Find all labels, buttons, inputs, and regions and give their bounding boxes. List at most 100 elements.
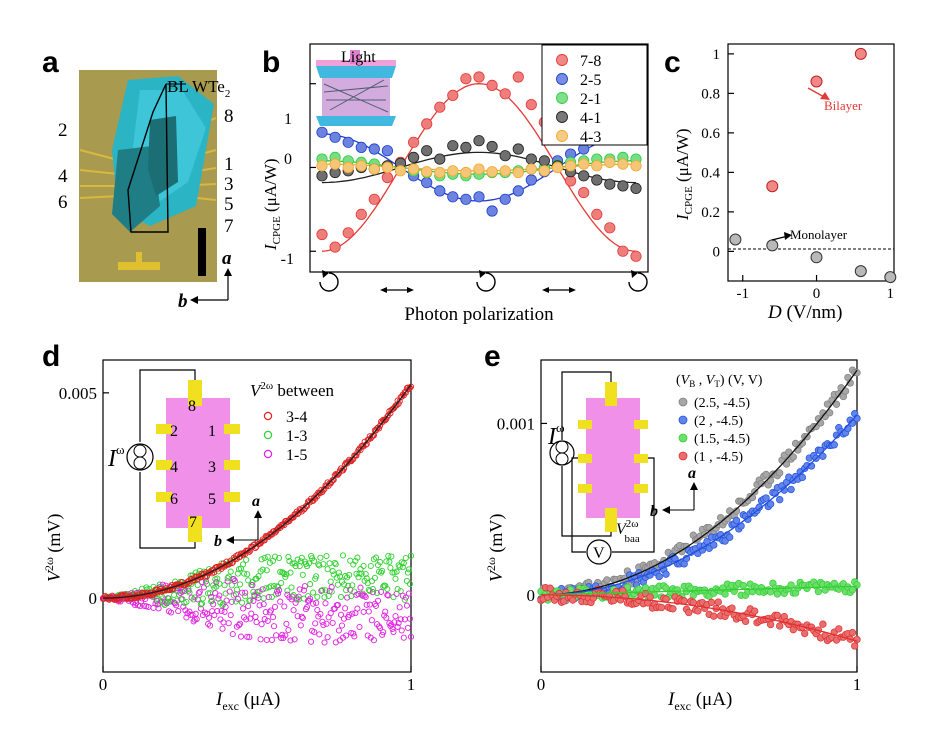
e-point: [776, 469, 784, 477]
d-point-3-4: [390, 405, 397, 412]
b-point-4-3: [617, 158, 629, 170]
d-point-3-4: [355, 446, 362, 454]
d-point-1-5: [290, 607, 297, 614]
d-point-1-5: [385, 592, 392, 599]
e-inset-schematic: Iω V V2ω baa a b: [547, 371, 698, 565]
d-point-1-3: [400, 560, 407, 567]
d-point-1-3: [205, 590, 212, 597]
d-point-1-3: [255, 573, 262, 580]
panel-label-d: d: [42, 340, 60, 373]
d-point-1-3: [221, 582, 228, 589]
d-point-1-3: [378, 569, 385, 576]
d-point-3-4: [297, 506, 304, 514]
circle-cw-icon: [628, 272, 648, 292]
d-point-1-3: [209, 597, 216, 604]
d-point-1-5: [257, 636, 264, 643]
d-point-1-5: [334, 601, 341, 609]
d-point-1-3: [175, 587, 182, 594]
b-point-2-5: [447, 191, 459, 203]
d-point-1-5: [213, 579, 220, 586]
d-point-1-5: [208, 593, 215, 601]
e-point: [546, 584, 554, 592]
e-ylabel: V2ω (mV): [484, 514, 507, 582]
d-point-1-3: [310, 589, 317, 596]
d-point-1-5: [276, 587, 283, 594]
flake-dark-2: [148, 116, 178, 196]
d-point-1-5: [357, 584, 364, 591]
b-point-4-1: [512, 143, 524, 155]
d-point-1-3: [393, 568, 400, 575]
d-point-1-5: [241, 614, 248, 621]
d-point-1-5: [271, 603, 279, 610]
b-legend-label: 4-3: [580, 129, 601, 146]
d-point-1-3: [369, 586, 376, 593]
d-point-1-5: [283, 620, 290, 627]
b-fit-7-8: [321, 83, 637, 252]
axis-a-label: a: [222, 248, 232, 269]
d-legend-title: V2ω between: [250, 380, 335, 400]
b-point-7-8: [630, 250, 642, 262]
e-fit-curve: [540, 414, 858, 596]
b-point-4-1: [525, 153, 537, 165]
electrode-4: 4: [58, 166, 68, 187]
d-point-1-5: [312, 620, 319, 627]
plot-frame-d: [102, 359, 412, 673]
b-point-7-8: [604, 222, 616, 234]
d-point-1-5: [364, 632, 371, 639]
panel-a-device-image: BL WTe2 2 4 6 8 1 3 5 7 a b: [58, 70, 234, 312]
double-arrow-icon: [380, 287, 414, 293]
d-point-1-5: [346, 611, 353, 618]
d-point-1-5: [236, 620, 244, 627]
d-point-1-5: [285, 626, 292, 634]
b-legend-marker: [556, 130, 568, 142]
axis-b-label: b: [178, 291, 188, 312]
d-point-1-3: [368, 578, 375, 585]
d-point-1-5: [205, 620, 212, 627]
d-point-1-5: [267, 607, 274, 614]
d-point-1-3: [281, 570, 288, 578]
d-point-1-5: [227, 612, 234, 619]
electrode-6: 6: [58, 192, 68, 213]
panel-label-e: e: [484, 340, 501, 373]
e-axis-a: a: [688, 465, 696, 482]
b-point-4-3: [578, 158, 590, 170]
d-hallbar: [166, 398, 230, 528]
d-point-1-5: [246, 634, 253, 641]
e-point: [569, 596, 577, 604]
d-point-1-5: [253, 619, 260, 626]
d-point-1-3: [298, 554, 305, 561]
d-point-1-5: [365, 608, 372, 615]
d-axis-b: b: [214, 533, 222, 550]
c-point-monolayer: [884, 271, 897, 284]
e-legend-marker: [678, 397, 688, 407]
d-point-3-4: [328, 478, 335, 485]
d-point-1-3: [192, 569, 199, 576]
d-point-1-3: [406, 580, 414, 588]
flake-dark: [112, 146, 160, 232]
e-point: [798, 473, 807, 482]
b-point-4-1: [473, 135, 485, 147]
d-point-3-4: [377, 422, 384, 429]
b-point-4-3: [329, 158, 341, 170]
pad-5: 5: [208, 491, 216, 508]
e-axis-b: b: [650, 503, 658, 520]
d-point-1-5: [396, 604, 403, 611]
d-point-1-3: [276, 554, 283, 562]
d-point-1-5: [359, 592, 366, 599]
d-point-1-5: [407, 633, 415, 640]
d-point-1-3: [329, 568, 336, 575]
d-point-1-3: [250, 588, 257, 595]
e-point: [835, 625, 843, 633]
b-point-4-1: [316, 170, 328, 182]
b-point-4-3: [368, 163, 380, 175]
plot-frame-e: [540, 359, 858, 673]
d-point-1-3: [266, 559, 273, 566]
b-point-7-8: [460, 73, 472, 85]
d-ytick-label: 0: [89, 589, 98, 608]
d-point-1-3: [332, 561, 339, 568]
b-legend-label: 2-5: [580, 72, 601, 89]
b-point-7-8: [578, 187, 590, 199]
d-point-1-5: [321, 639, 328, 646]
d-point-1-3: [307, 581, 314, 588]
d-point-1-5: [307, 595, 314, 602]
